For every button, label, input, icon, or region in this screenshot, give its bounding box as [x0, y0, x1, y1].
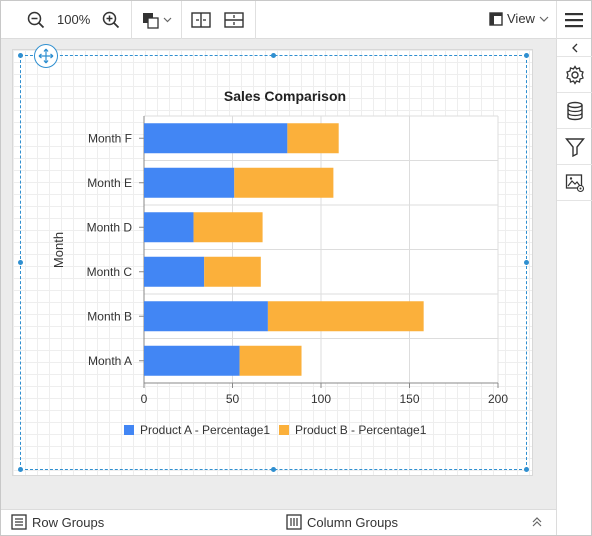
zoom-level: 100% [57, 12, 91, 27]
legend-swatch [279, 425, 289, 435]
y-tick-label: Month F [88, 131, 132, 145]
x-tick-label: 100 [311, 392, 331, 406]
database-icon [566, 101, 583, 120]
move-icon[interactable] [34, 44, 58, 68]
toolbar-separator [556, 1, 557, 39]
row-groups-label: Row Groups [32, 514, 105, 530]
legend-label: Product B - Percentage1 [295, 423, 427, 437]
bar [193, 212, 263, 243]
resize-handle[interactable] [18, 467, 23, 472]
y-tick-label: Month B [87, 309, 132, 323]
column-layout-icon[interactable] [190, 7, 212, 33]
gear-icon [565, 64, 584, 85]
bar [144, 167, 235, 198]
x-tick-label: 0 [141, 392, 148, 406]
x-tick-label: 50 [226, 392, 240, 406]
zoom-in-icon[interactable] [100, 7, 122, 33]
bar [267, 301, 424, 332]
row-groups-icon [11, 514, 27, 530]
bar [239, 345, 302, 376]
chevron-down-icon [539, 16, 549, 22]
y-tick-label: Month E [87, 176, 132, 190]
bar [144, 212, 194, 243]
y-tick-label: Month C [87, 265, 133, 279]
bar [144, 345, 240, 376]
toolbar-separator [255, 1, 256, 39]
view-dropdown[interactable]: View [489, 11, 549, 26]
bar [144, 301, 268, 332]
y-tick-label: Month D [87, 220, 133, 234]
shape-style-dropdown[interactable] [140, 7, 174, 33]
toolbar-separator [181, 1, 182, 39]
bar [144, 123, 288, 154]
properties-button[interactable] [557, 57, 592, 93]
column-groups-button[interactable]: Column Groups [286, 514, 398, 530]
bar [287, 123, 339, 154]
hamburger-menu-icon[interactable] [562, 7, 586, 33]
x-tick-label: 200 [488, 392, 508, 406]
collapse-panel-button[interactable] [557, 39, 592, 57]
y-axis-label: Month [51, 232, 66, 268]
legend-swatch [124, 425, 134, 435]
properties-panel [556, 39, 592, 535]
resize-handle[interactable] [524, 260, 529, 265]
expand-grouping-button[interactable] [531, 516, 543, 528]
zoom-out-icon[interactable] [25, 7, 47, 33]
resize-handle[interactable] [18, 53, 23, 58]
row-groups-button[interactable]: Row Groups [11, 514, 104, 530]
resize-handle[interactable] [271, 467, 276, 472]
toolbar: 100% View [1, 1, 591, 39]
view-label: View [507, 11, 535, 26]
column-groups-icon [286, 514, 302, 530]
data-source-button[interactable] [557, 93, 592, 129]
double-chevron-up-icon [532, 517, 542, 527]
x-tick-label: 150 [399, 392, 419, 406]
resize-handle[interactable] [524, 53, 529, 58]
chevron-left-icon [571, 43, 577, 52]
bar [144, 256, 205, 287]
bar [234, 167, 334, 198]
legend-label: Product A - Percentage1 [140, 423, 270, 437]
y-tick-label: Month A [88, 354, 132, 368]
row-layout-icon[interactable] [223, 7, 245, 33]
column-groups-label: Column Groups [307, 514, 399, 530]
image-settings-button[interactable] [557, 165, 592, 201]
grouping-bar: Row Groups Column Groups [1, 509, 556, 535]
layout-icon [489, 11, 503, 26]
filter-button[interactable] [557, 129, 592, 165]
bar [204, 256, 261, 287]
resize-handle[interactable] [18, 260, 23, 265]
filter-icon [564, 137, 585, 157]
image-settings-icon [565, 173, 584, 192]
resize-handle[interactable] [271, 53, 276, 58]
resize-handle[interactable] [524, 467, 529, 472]
chart-title: Sales Comparison [224, 88, 346, 104]
sales-chart[interactable]: 0 50 100 150 200 Month A Month B Month C Month D… [1, 1, 556, 509]
toolbar-separator [131, 1, 132, 39]
